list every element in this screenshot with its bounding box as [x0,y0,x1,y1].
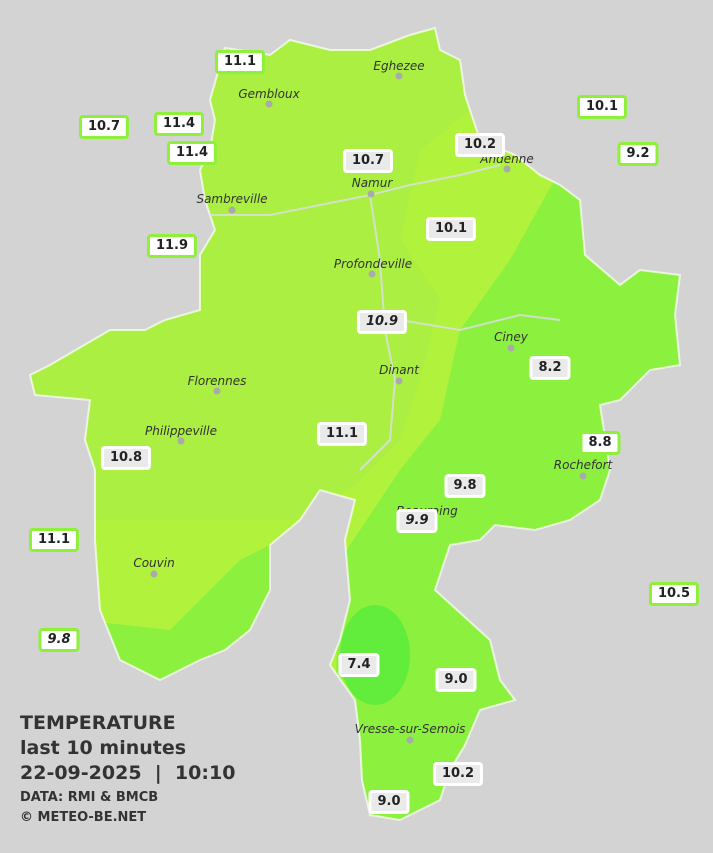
city-label: Eghezee [373,59,425,73]
station-value: 10.5 [648,582,700,606]
city-dot [265,100,273,108]
city-dot [579,472,587,480]
city-dot [507,344,515,352]
city-dot [406,736,414,744]
city-dot [213,387,221,395]
city-dot [395,377,403,385]
station-value: 7.4 [338,653,380,677]
station-value: 9.8 [38,628,80,652]
legend-datetime: 22-09-2025 | 10:10 [20,762,236,784]
city-label: Philippeville [145,424,217,438]
station-value: 9.8 [444,474,486,498]
station-value: 11.4 [166,141,218,165]
station-value: 10.1 [425,217,477,241]
station-value: 11.1 [214,50,266,74]
station-value: 11.1 [316,422,368,446]
station-value: 11.9 [146,234,198,258]
station-value: 10.2 [454,133,506,157]
station-value: 10.2 [432,762,484,786]
city-label: Ciney [494,330,528,344]
station-value: 9.0 [368,790,410,814]
station-value: 10.7 [78,115,130,139]
station-value: 8.8 [579,431,621,455]
city-dot [368,270,376,278]
station-value: 9.0 [435,668,477,692]
city-label: Vresse-sur-Semois [354,722,466,736]
city-label: Profondeville [333,257,413,271]
legend-source: DATA: RMI & BMCB [20,790,159,805]
city-label: Namur [351,176,393,190]
city-dot [395,72,403,80]
city-dot [367,190,375,198]
city-dot [150,570,158,578]
station-value: 11.4 [153,112,205,136]
station-value: 10.7 [342,149,394,173]
city-dot [177,437,185,445]
station-value: 8.2 [529,356,571,380]
station-value: 10.8 [100,446,152,470]
city-label: Dinant [379,363,419,377]
city-dot [503,165,511,173]
legend-title: TEMPERATURE [20,712,176,734]
city-label: Rochefort [553,458,613,472]
city-label: Gembloux [238,87,300,101]
station-value: 9.2 [617,142,659,166]
city-label: Couvin [133,556,175,570]
city-label: Sambreville [196,192,268,206]
station-value: 11.1 [28,528,80,552]
legend-credit: © METEO-BE.NET [20,810,147,825]
station-value: 10.9 [356,310,408,334]
city-dot [228,206,236,214]
station-value: 9.9 [396,509,438,533]
legend-subtitle: last 10 minutes [20,737,187,759]
station-value: 10.1 [576,95,628,119]
city-label: Florennes [187,374,247,388]
